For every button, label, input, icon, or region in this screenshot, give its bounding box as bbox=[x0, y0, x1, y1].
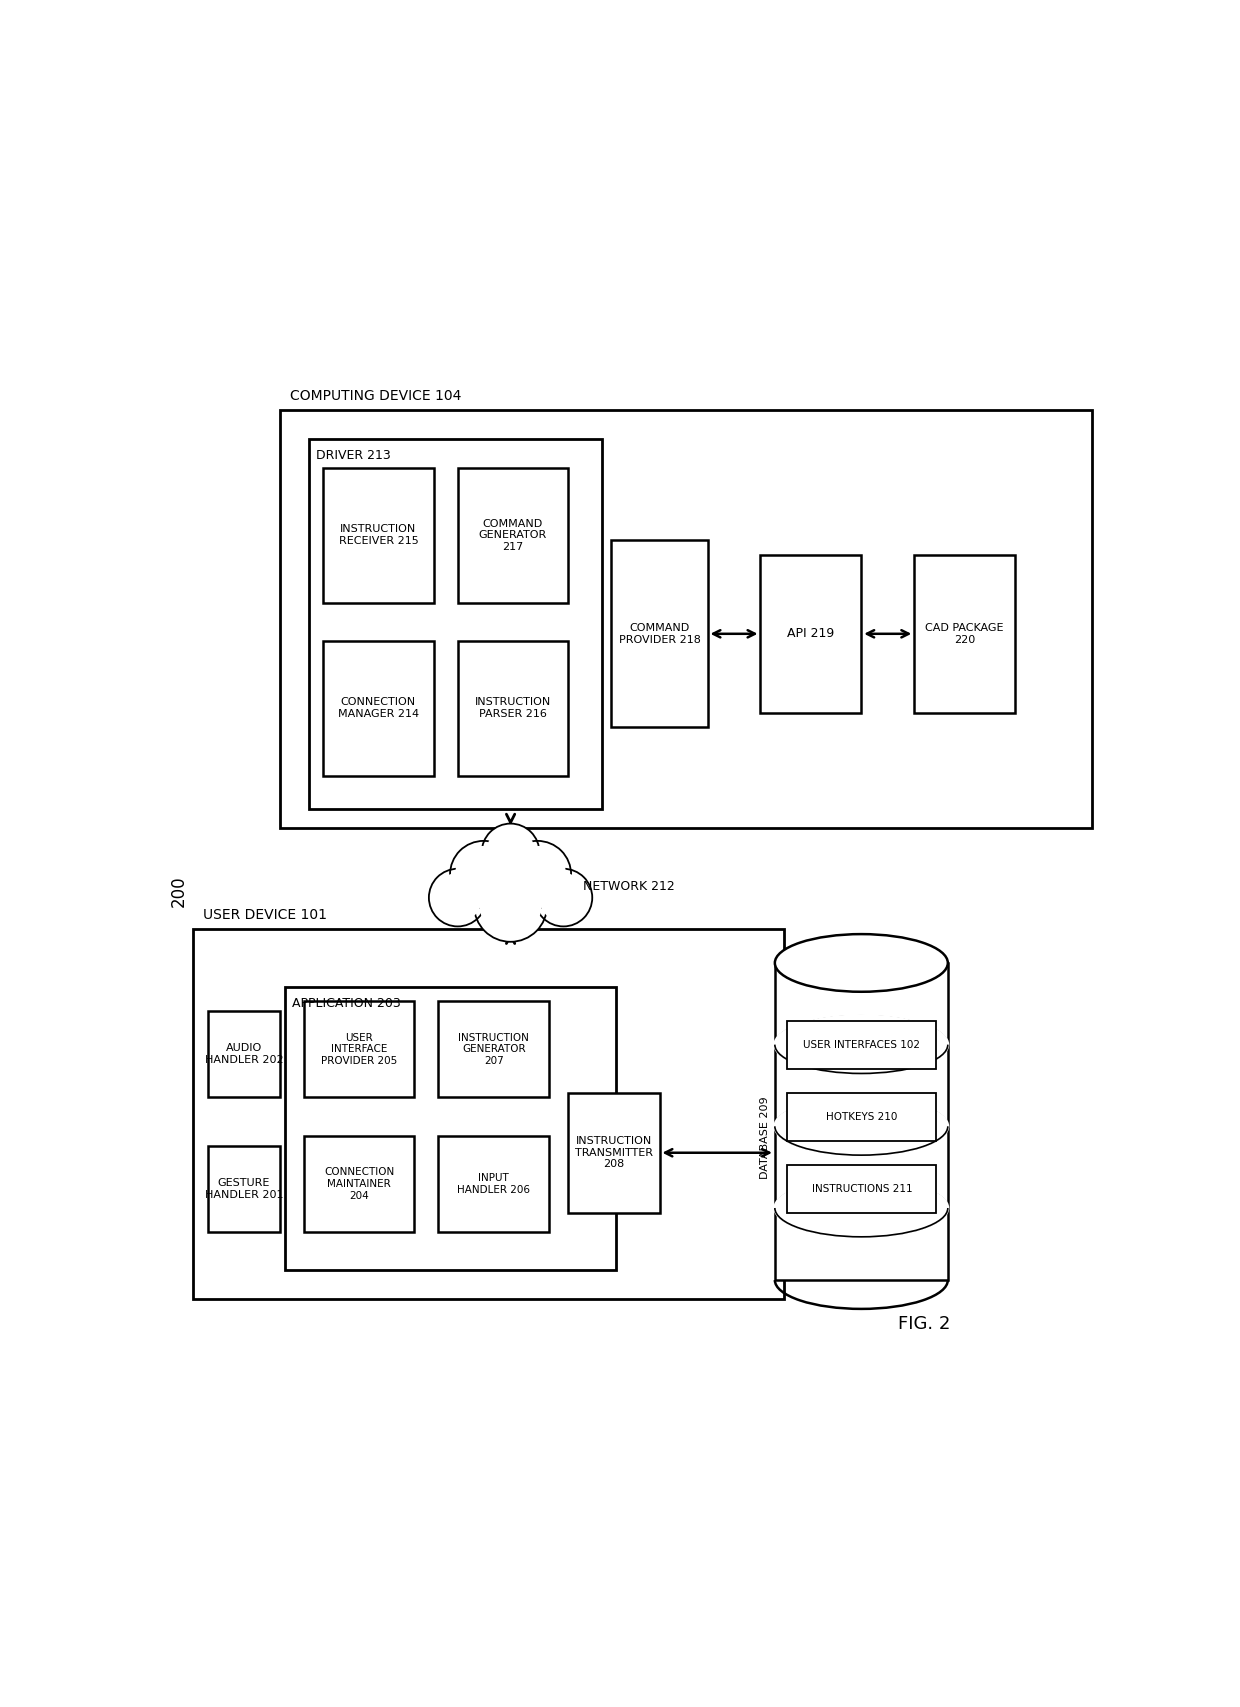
Ellipse shape bbox=[774, 1096, 950, 1157]
Text: COMPUTING DEVICE 104: COMPUTING DEVICE 104 bbox=[290, 389, 461, 403]
Text: DATABASE 209: DATABASE 209 bbox=[760, 1096, 770, 1178]
Bar bbox=[787, 1164, 936, 1212]
Bar bbox=[324, 468, 434, 603]
Text: USER DEVICE 101: USER DEVICE 101 bbox=[203, 908, 327, 922]
Text: INSTRUCTION
TRANSMITTER
208: INSTRUCTION TRANSMITTER 208 bbox=[575, 1137, 653, 1169]
Bar bbox=[193, 929, 785, 1299]
Bar bbox=[458, 468, 568, 603]
Bar bbox=[208, 1145, 280, 1232]
Circle shape bbox=[534, 869, 593, 927]
Bar bbox=[611, 539, 708, 727]
Circle shape bbox=[429, 869, 486, 927]
Text: INSTRUCTION
RECEIVER 215: INSTRUCTION RECEIVER 215 bbox=[339, 524, 418, 546]
Bar bbox=[760, 555, 862, 714]
Bar bbox=[458, 642, 568, 775]
Text: USER INTERFACES 102: USER INTERFACES 102 bbox=[804, 1040, 920, 1050]
Text: HOTKEYS 210: HOTKEYS 210 bbox=[826, 1111, 898, 1121]
Text: AUDIO
HANDLER 202: AUDIO HANDLER 202 bbox=[205, 1043, 283, 1065]
Circle shape bbox=[486, 828, 536, 877]
Text: CONNECTION
MAINTAINER
204: CONNECTION MAINTAINER 204 bbox=[324, 1168, 394, 1200]
Text: COMMAND
PROVIDER 218: COMMAND PROVIDER 218 bbox=[619, 623, 701, 645]
Circle shape bbox=[455, 847, 512, 903]
Bar bbox=[208, 1011, 280, 1098]
Text: APPLICATION 203: APPLICATION 203 bbox=[293, 997, 402, 1009]
Circle shape bbox=[450, 842, 517, 908]
Text: CONNECTION
MANAGER 214: CONNECTION MANAGER 214 bbox=[337, 698, 419, 719]
Text: API 219: API 219 bbox=[787, 626, 835, 640]
Bar bbox=[304, 1135, 414, 1232]
Circle shape bbox=[503, 842, 572, 908]
Text: INPUT
HANDLER 206: INPUT HANDLER 206 bbox=[458, 1173, 531, 1195]
Bar bbox=[568, 1092, 660, 1212]
Text: COMMAND
GENERATOR
217: COMMAND GENERATOR 217 bbox=[479, 519, 547, 551]
Circle shape bbox=[474, 869, 547, 942]
Text: INSTRUCTION
GENERATOR
207: INSTRUCTION GENERATOR 207 bbox=[459, 1033, 529, 1067]
Text: NETWORK 212: NETWORK 212 bbox=[583, 879, 675, 893]
Text: INSTRUCTIONS 211: INSTRUCTIONS 211 bbox=[811, 1183, 913, 1193]
Bar bbox=[787, 1092, 936, 1140]
Bar bbox=[787, 1021, 936, 1069]
Ellipse shape bbox=[774, 1014, 950, 1075]
Text: INSTRUCTION
PARSER 216: INSTRUCTION PARSER 216 bbox=[475, 698, 551, 719]
Bar bbox=[439, 1002, 549, 1098]
Polygon shape bbox=[775, 963, 947, 1280]
Text: GESTURE
HANDLER 201: GESTURE HANDLER 201 bbox=[205, 1178, 283, 1200]
Text: DRIVER 213: DRIVER 213 bbox=[316, 449, 391, 463]
Bar bbox=[914, 555, 1016, 714]
Text: FIG. 2: FIG. 2 bbox=[898, 1314, 950, 1333]
Bar bbox=[304, 1002, 414, 1098]
Bar bbox=[280, 410, 1092, 828]
Ellipse shape bbox=[774, 1178, 950, 1238]
Circle shape bbox=[480, 874, 542, 937]
Bar bbox=[309, 439, 601, 809]
Circle shape bbox=[539, 872, 588, 922]
Text: USER
INTERFACE
PROVIDER 205: USER INTERFACE PROVIDER 205 bbox=[321, 1033, 397, 1067]
Circle shape bbox=[433, 872, 482, 922]
Bar bbox=[285, 987, 616, 1270]
Text: CAD PACKAGE
220: CAD PACKAGE 220 bbox=[925, 623, 1004, 645]
Bar bbox=[439, 1135, 549, 1232]
Ellipse shape bbox=[775, 934, 947, 992]
Bar bbox=[324, 642, 434, 775]
Text: 200: 200 bbox=[170, 876, 188, 906]
Circle shape bbox=[481, 823, 539, 881]
Circle shape bbox=[508, 847, 567, 903]
